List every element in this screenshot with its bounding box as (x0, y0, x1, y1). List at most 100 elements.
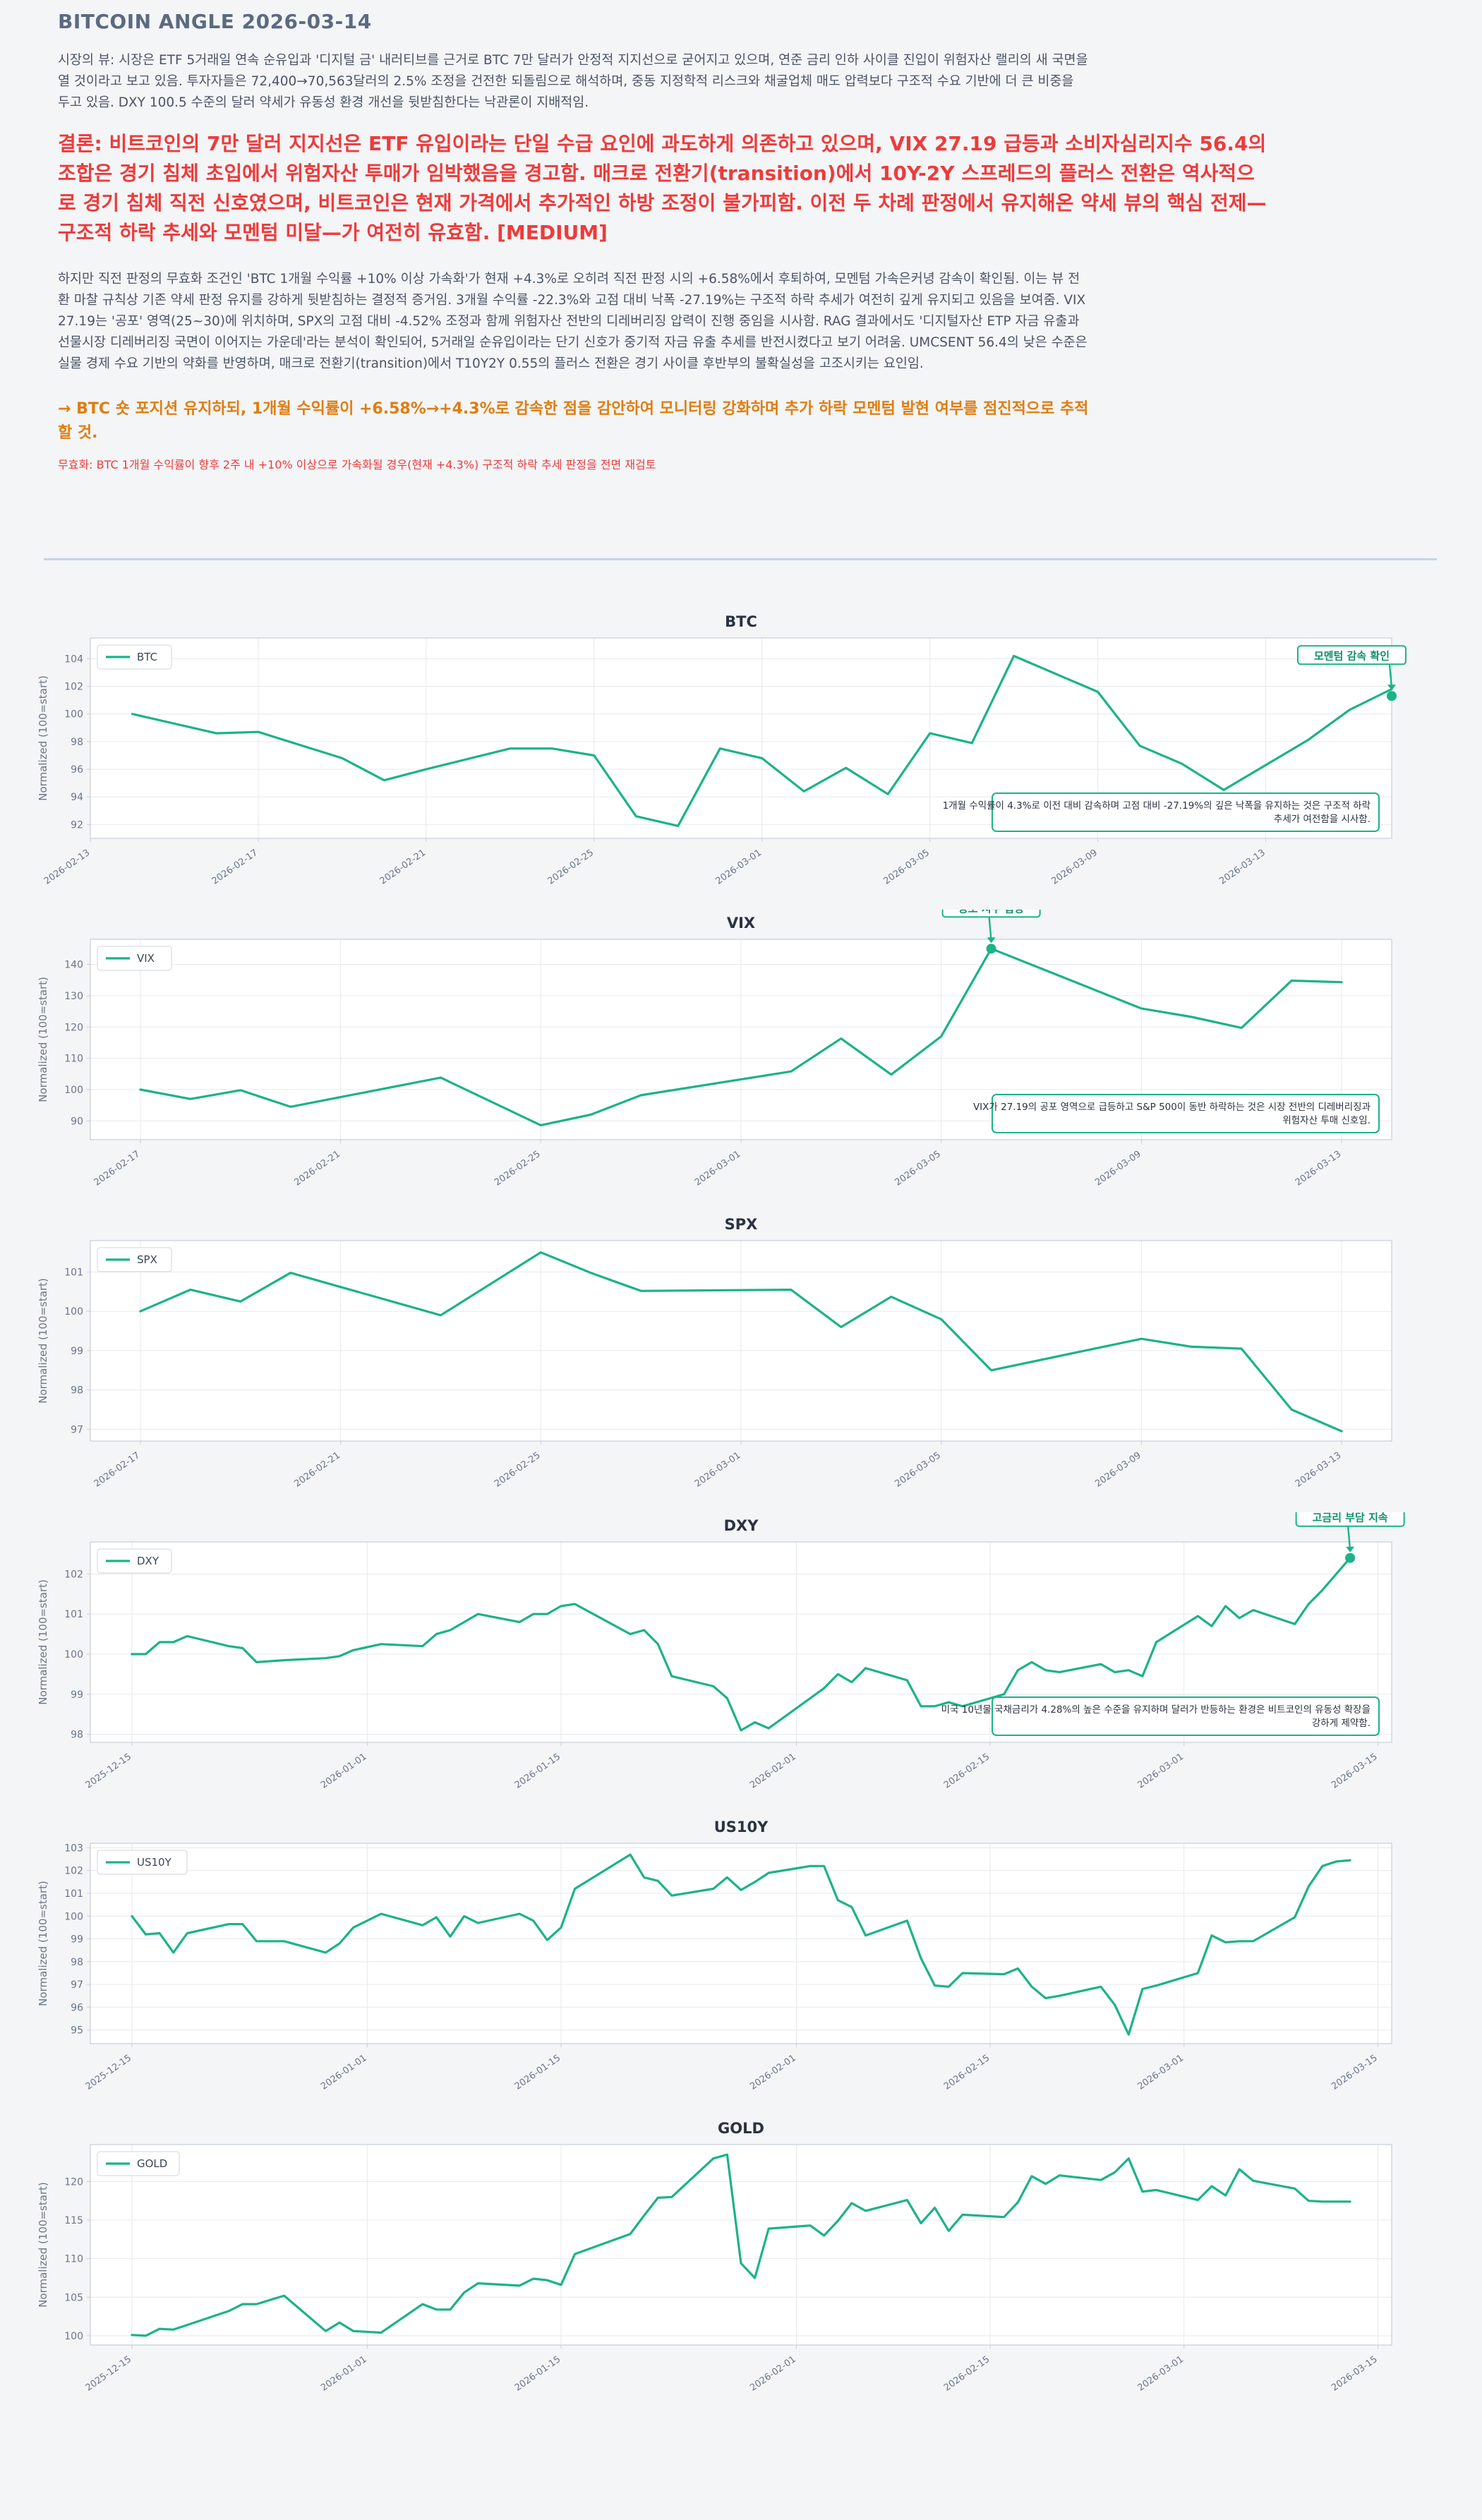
chart-vix: VIX 2026-02-17 2026-02-21 2026-02-25 2026-03… (0, 910, 1482, 1206)
y-tick-label: 101 (64, 1888, 83, 1900)
plot-frame (90, 1240, 1392, 1442)
x-tick-label: 2026-03-09 (1093, 1149, 1143, 1188)
y-tick-label: 115 (64, 2215, 83, 2226)
legend-box (97, 644, 172, 670)
x-tick-label: 2026-03-13 (1217, 848, 1267, 887)
series-line-btc (131, 654, 1393, 827)
y-tick-label: 104 (64, 653, 83, 665)
marker-arrow (988, 917, 992, 941)
y-tick-label: 103 (64, 1843, 83, 1854)
chart-spx-svg: SPX 2026-02-17 2026-02-21 2026-02-25 2026-03… (37, 1216, 1392, 1490)
chart-gold: GOLD 2025-12-15 2026-01-01 2026-01-15 2026-0… (0, 2115, 1482, 2411)
chart-spx: SPX 2026-02-17 2026-02-21 2026-02-25 2026-03… (0, 1211, 1482, 1507)
plot-frame (90, 1843, 1392, 2044)
y-axis-label: Normalized (100=start) (37, 1881, 49, 2006)
chart-title: BTC (725, 613, 757, 630)
x-tick-label: 2026-02-15 (942, 2053, 992, 2092)
x-tick-label: 2026-02-01 (748, 2354, 798, 2394)
x-tick-label: 2026-03-15 (1330, 1752, 1380, 1791)
y-tick-label: 110 (64, 1054, 83, 1065)
y-tick-label: 102 (64, 682, 83, 693)
chart-btc: BTC 2026-02-13 2026-02-17 2026-02-21 2026-02… (0, 608, 1482, 905)
marker-label-box (1297, 645, 1406, 665)
y-tick-label: 102 (64, 1569, 83, 1580)
y-tick-label: 99 (71, 1346, 83, 1357)
chart-us10y: US10Y 2025-12-15 2026-01-01 2026-01-15 2026-… (0, 1814, 1482, 2110)
y-tick-label: 100 (64, 709, 83, 721)
legend-box (97, 946, 172, 971)
y-tick-label: 98 (71, 737, 83, 748)
chart-us10y-svg: US10Y 2025-12-15 2026-01-01 2026-01-15 2026-… (37, 1819, 1392, 2092)
y-tick-label: 96 (71, 764, 83, 776)
x-tick-label: 2026-02-17 (92, 1450, 143, 1490)
section-divider (44, 558, 1437, 560)
marker-label: 고금리 부담 지속 (1313, 1512, 1388, 1524)
x-tick-label: 2026-02-01 (748, 2053, 798, 2092)
annotation-text: 추세가 여전함을 시사함. (1274, 814, 1370, 825)
legend-label: DXY (137, 1555, 159, 1567)
y-axis-label: Normalized (100=start) (37, 1278, 49, 1404)
annotation-text: 강하게 제약함. (1312, 1718, 1370, 1729)
x-tick-label: 2026-02-13 (42, 848, 92, 887)
series-line-vix (139, 947, 1343, 1127)
x-tick-label: 2026-03-15 (1330, 2053, 1380, 2092)
x-tick-label: 2026-03-01 (693, 1149, 743, 1188)
x-tick-label: 2026-03-05 (893, 1149, 943, 1188)
plot-area (90, 2145, 1392, 2345)
y-tick-label: 101 (64, 1609, 83, 1620)
legend: BTC (97, 644, 172, 670)
y-axis-label: Normalized (100=start) (37, 1579, 49, 1705)
plot-area (90, 1843, 1392, 2044)
x-tick-label: 2025-12-15 (84, 2354, 134, 2394)
legend: VIX (97, 946, 172, 971)
y-tick-label: 110 (64, 2254, 83, 2265)
x-tick-label: 2026-02-15 (942, 1752, 992, 1791)
plot-frame (90, 1541, 1392, 1743)
series-line-dxy (131, 1557, 1351, 1732)
y-tick-label: 96 (71, 2002, 83, 2013)
x-tick-label: 2026-01-15 (513, 1752, 563, 1791)
x-tick-label: 2026-03-05 (893, 1450, 943, 1490)
x-tick-label: 2026-02-21 (378, 848, 428, 887)
legend-box (97, 2151, 180, 2176)
marker-point (1387, 691, 1397, 701)
series-line-us10y (131, 1853, 1351, 2036)
y-axis-label: Normalized (100=start) (37, 977, 49, 1102)
x-tick-label: 2026-03-13 (1294, 1450, 1344, 1490)
analysis-text: 하지만 직전 판정의 무효화 조건인 'BTC 1개월 수익률 +10% 이상 … (58, 272, 1088, 371)
x-tick-label: 2026-02-15 (942, 2354, 992, 2394)
x-tick-label: 2026-02-21 (292, 1149, 342, 1188)
x-tick-label: 2026-02-17 (92, 1149, 143, 1188)
x-tick-label: 2026-02-25 (546, 848, 596, 887)
x-tick-label: 2026-03-09 (1049, 848, 1100, 887)
y-tick-label: 98 (71, 1385, 83, 1397)
y-tick-label: 100 (64, 1085, 83, 1096)
legend-label: VIX (137, 952, 155, 965)
chart-gold-svg: GOLD 2025-12-15 2026-01-01 2026-01-15 2026-0… (37, 2120, 1392, 2394)
annotation-box (992, 1696, 1380, 1736)
legend: GOLD (97, 2151, 180, 2176)
marker-label-box (941, 910, 1041, 918)
y-tick-label: 102 (64, 1866, 83, 1877)
x-tick-label: 2026-03-01 (693, 1450, 743, 1490)
marker-label-box (1295, 1512, 1405, 1527)
chart-title: DXY (724, 1517, 759, 1534)
x-tick-label: 2026-03-13 (1294, 1149, 1344, 1188)
y-tick-label: 140 (64, 960, 83, 971)
y-tick-label: 120 (64, 1022, 83, 1033)
x-tick-label: 2026-01-01 (319, 1752, 369, 1791)
chart-dxy: DXY 2025-12-15 2026-01-01 2026-01-15 2026-02… (0, 1512, 1482, 1809)
chart-title: US10Y (714, 1819, 769, 1835)
chart-btc-svg: BTC 2026-02-13 2026-02-17 2026-02-21 2026-02… (37, 613, 1406, 887)
y-tick-label: 94 (71, 792, 83, 803)
legend: SPX (97, 1247, 172, 1272)
action-text: → BTC 숏 포지션 유지하되, 1개월 수익률이 +6.58%→+4.3%로… (58, 400, 1089, 442)
x-tick-label: 2026-02-17 (210, 848, 260, 887)
x-tick-label: 2025-12-15 (84, 1752, 134, 1791)
legend-label: SPX (137, 1253, 157, 1266)
chart-title: VIX (727, 915, 755, 932)
y-tick-label: 100 (64, 1306, 83, 1318)
marker-arrowhead (1346, 1546, 1355, 1553)
marker-arrow (1347, 1526, 1351, 1550)
x-tick-label: 2026-03-09 (1093, 1450, 1143, 1490)
